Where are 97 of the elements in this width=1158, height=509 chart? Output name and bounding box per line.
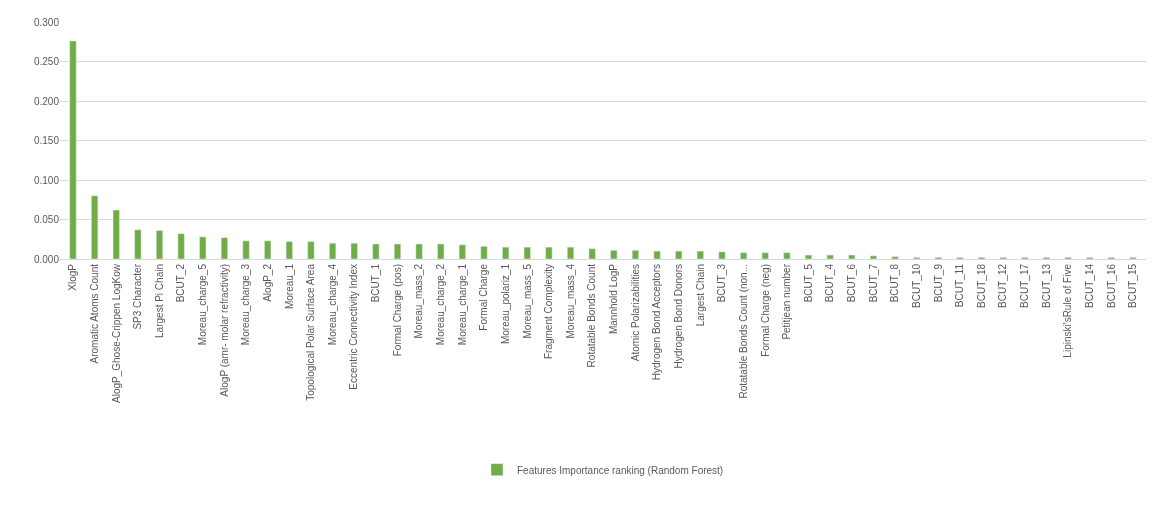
x-tick-label: Moreau_mass_2 xyxy=(413,263,425,339)
x-tick-label: BCUT_2 xyxy=(175,263,187,303)
bar xyxy=(220,237,228,259)
x-tick-label: Moreau_1 xyxy=(283,263,295,310)
y-tick-label: 0.000 xyxy=(33,253,60,265)
x-tick-label: XlogP xyxy=(67,263,79,291)
x-tick-label: BCUT_17 xyxy=(1019,263,1031,308)
x-tick-label: BCUT_9 xyxy=(932,263,944,303)
bar xyxy=(740,252,748,259)
bar xyxy=(350,242,358,259)
x-tick-label: BCUT_8 xyxy=(889,263,901,303)
y-tick-label: 0.300 xyxy=(33,16,60,28)
x-tick-label: Eccentric Connectivity Index xyxy=(348,264,360,390)
bar xyxy=(393,243,401,259)
x-tick-label: BCUT_4 xyxy=(824,263,836,303)
bar xyxy=(264,240,272,259)
bar xyxy=(415,243,423,259)
x-tick-label: BCUT_15 xyxy=(1127,263,1139,308)
x-tick-label: BCUT_11 xyxy=(954,263,966,308)
x-tick-label: Moreau_polariz_1 xyxy=(499,263,511,345)
bar xyxy=(329,242,337,259)
x-tick-label: Mannhold LogP xyxy=(608,263,620,335)
x-tick-label: Moreau_charge_1 xyxy=(456,263,468,346)
x-tick-label: Aromatic Atoms Count xyxy=(88,263,100,364)
x-tick-label: BCUT_7 xyxy=(867,263,879,303)
bar xyxy=(718,251,726,259)
bar xyxy=(242,240,250,259)
x-tick-label: Moreau_charge_3 xyxy=(240,263,252,346)
bar xyxy=(675,250,683,259)
bar xyxy=(653,250,661,259)
x-tick-label: BCUT_3 xyxy=(716,263,728,303)
x-tick-label: Moreau_charge_5 xyxy=(197,263,209,346)
x-tick-label: Moreau_charge_4 xyxy=(326,263,338,346)
bar xyxy=(285,241,293,259)
y-tick-label: 0.100 xyxy=(33,174,60,186)
x-tick-label: BCUT_14 xyxy=(1084,263,1095,308)
bar xyxy=(112,209,120,259)
x-tick-label: BCUT_18 xyxy=(975,263,987,308)
bar xyxy=(91,195,99,259)
x-tick-label: Largest Chain xyxy=(694,264,706,327)
bar xyxy=(783,252,791,259)
x-tick-label: Lipinski'sRule of Five xyxy=(1062,263,1074,358)
x-tick-label: Formal Charge (pos) xyxy=(391,264,403,357)
bar xyxy=(523,246,531,259)
x-tick-label: Rotatable Bonds Count (non... xyxy=(737,264,749,399)
bar xyxy=(545,246,553,259)
x-tick-label: SP3 Character xyxy=(132,263,144,330)
bar xyxy=(177,233,185,259)
x-tick-label: Fragment Complexity xyxy=(543,264,555,360)
x-tick-label: BCUT_5 xyxy=(802,263,814,303)
bar xyxy=(307,241,315,259)
x-tick-label: Atomic Polarizabilities xyxy=(629,264,641,362)
y-tick-label: 0.050 xyxy=(33,214,60,225)
bar xyxy=(761,252,769,259)
bar xyxy=(502,246,510,259)
bar xyxy=(567,246,575,259)
y-tick-label: 0.150 xyxy=(33,135,60,146)
x-tick-label: Moreau_mass_5 xyxy=(521,263,533,339)
bar xyxy=(610,250,618,259)
bar xyxy=(826,254,834,259)
x-tick-label: BCUT_6 xyxy=(846,263,858,303)
bar xyxy=(848,254,856,259)
bar xyxy=(134,229,142,259)
bar xyxy=(372,243,380,259)
x-tick-label: Formal Charge (neg) xyxy=(759,264,771,357)
bar xyxy=(588,248,596,259)
bar xyxy=(805,254,813,259)
bar xyxy=(199,236,207,259)
bar xyxy=(480,246,488,259)
bar xyxy=(69,40,77,259)
x-tick-label: Petitjean number xyxy=(781,263,793,340)
x-tick-label: BCUT_1 xyxy=(370,263,382,303)
bar xyxy=(437,243,445,259)
x-tick-label: Hydrogen Bond Acceptors xyxy=(651,264,663,381)
x-tick-label: BCUT_13 xyxy=(1040,263,1052,308)
x-tick-label: Topological Polar Surface Area xyxy=(305,263,317,401)
bar xyxy=(631,250,639,259)
x-tick-label: Hydrogen Bond Donors xyxy=(672,264,684,369)
x-tick-label: Moreau_mass_4 xyxy=(564,263,576,339)
x-tick-label: Formal Charge xyxy=(478,263,490,331)
bar xyxy=(891,256,899,259)
x-tick-label: BCUT_12 xyxy=(997,263,1009,308)
x-tick-label: AlogP (amr- molar refractivity) xyxy=(218,264,230,397)
x-tick-label: BCUT_16 xyxy=(1105,263,1117,308)
x-tick-label: BCUT_10 xyxy=(910,263,922,308)
y-tick-label: 0.250 xyxy=(33,56,60,67)
x-tick-label: Moreau_charge_2 xyxy=(435,263,446,346)
bar xyxy=(156,230,164,259)
x-tick-label: AlogP_2 xyxy=(261,263,273,302)
y-tick-label: 0.200 xyxy=(33,95,60,107)
x-tick-label: AlogP_Ghose-Crippen LogKow xyxy=(110,263,122,403)
bar xyxy=(458,244,466,259)
bar xyxy=(869,255,877,259)
legend-label: Features Importance ranking (Random Forest) xyxy=(517,464,724,476)
x-tick-label: Rotatable Bonds Count xyxy=(586,263,598,368)
bar xyxy=(696,250,704,259)
x-tick-label: Largest Pi Chain xyxy=(153,264,165,338)
